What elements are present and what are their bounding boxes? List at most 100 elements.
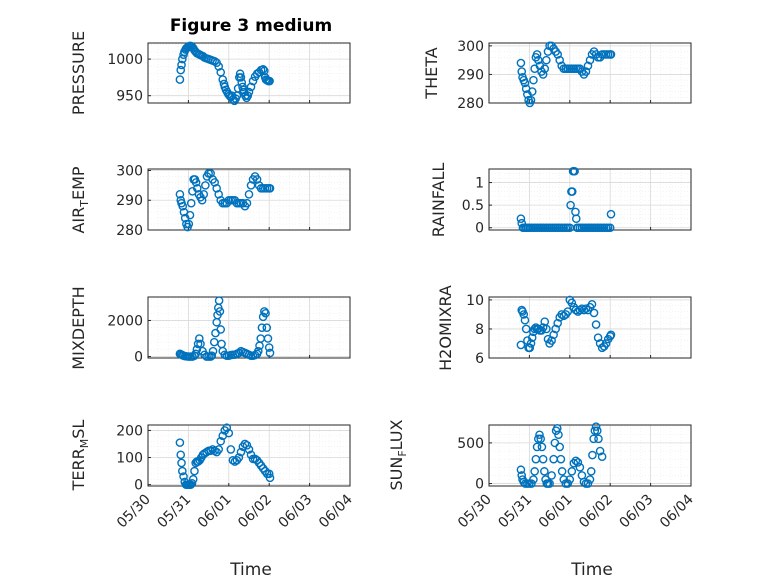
pressure-data-point xyxy=(175,75,185,84)
rainfall-data-point xyxy=(516,214,526,224)
mixdepth-data-point xyxy=(257,323,267,332)
terr_msl-data-point xyxy=(265,473,275,483)
sun_flux-data-point xyxy=(556,454,566,464)
sun_flux-data-point xyxy=(540,467,549,476)
sun_flux-data-point xyxy=(535,430,544,440)
h2omixra-axes-border xyxy=(488,296,692,359)
sun_flux-data-point xyxy=(530,467,539,476)
theta-ytick-label: 280 xyxy=(457,96,484,112)
terr_msl-data-point xyxy=(224,428,234,438)
pressure-data-point xyxy=(265,76,274,86)
sun_flux-data-point xyxy=(536,434,546,444)
subplot-mixdepth: MIXDEPTH 0 2000 xyxy=(69,286,351,370)
subplot-air-temp: AIRTEMP 280 290 300 xyxy=(69,163,351,239)
terr-msl-ylabel: TERRMSL xyxy=(69,420,91,492)
terr_msl-data-point xyxy=(188,474,198,484)
pressure-data-point xyxy=(177,60,186,70)
mixdepth-data-point xyxy=(260,307,269,316)
terr_msl-data-point xyxy=(190,466,199,476)
h2omixra-data-point xyxy=(516,340,526,350)
sun_flux-data-point xyxy=(516,465,526,475)
pressure-data-point xyxy=(236,73,246,82)
sun_flux-data-point xyxy=(532,442,542,452)
mixdepth-data-point xyxy=(253,346,263,356)
terr_msl-data-point xyxy=(178,466,187,476)
sun_flux-data-point xyxy=(597,452,607,462)
sun_flux-ytick-label: 500 xyxy=(457,436,484,452)
theta-ytick-label: 300 xyxy=(457,39,484,55)
terr_msl-ytick-label: 100 xyxy=(116,451,143,467)
sun_flux-data-point xyxy=(585,475,595,484)
mixdepth-data-point xyxy=(263,334,273,343)
mixdepth-data-point xyxy=(261,308,270,318)
h2omixra-data-point xyxy=(567,298,577,308)
air_temp-data-point xyxy=(244,189,254,199)
mixdepth-data-point xyxy=(265,348,275,358)
mixdepth-data-point xyxy=(215,307,225,316)
mixdepth-ylabel: MIXDEPTH xyxy=(69,286,88,369)
air_temp-data-point xyxy=(175,189,185,199)
subplot-rainfall: RAINFALL 0 0.5 1 xyxy=(429,163,692,238)
sun_flux-data-point xyxy=(537,442,547,452)
mixdepth-data-point xyxy=(264,343,274,352)
air_temp-data-point xyxy=(184,219,194,229)
h2omixra-data-point xyxy=(526,339,536,348)
subplot-pressure: Figure 3 medium PRESSURE 950 1000 xyxy=(69,16,351,115)
theta-data-point xyxy=(538,70,548,79)
air_temp-axes-border xyxy=(147,168,351,231)
rainfall-axes-border xyxy=(488,168,692,231)
h2omixra-data-point xyxy=(575,305,585,315)
sun_flux-data-point xyxy=(588,450,597,460)
sun_flux-data-point xyxy=(538,454,548,464)
terr_msl-ytick-label: 0 xyxy=(134,478,143,494)
pressure-data-point xyxy=(248,76,258,86)
sun_flux-data-point xyxy=(533,434,543,444)
terr_msl-data-point xyxy=(222,423,232,433)
sun_flux-data-point xyxy=(557,467,567,476)
terr_msl-data-point xyxy=(264,469,274,479)
theta-data-point xyxy=(527,87,537,96)
air_temp-ytick-label: 300 xyxy=(116,163,143,179)
rainfall-ytick-label: 0.5 xyxy=(462,198,484,214)
h2omixra-data-point xyxy=(521,324,531,334)
pressure-axes-border xyxy=(147,42,351,104)
sun_flux-data-point xyxy=(575,462,585,472)
sun_flux-data-point xyxy=(591,422,601,431)
theta-data-point xyxy=(516,58,526,68)
mixdepth-data-point xyxy=(234,348,244,358)
h2omixra-data-point xyxy=(593,333,603,342)
pressure-ylabel: PRESSURE xyxy=(69,31,88,115)
theta-data-point xyxy=(520,78,530,88)
sun_flux-data-point xyxy=(589,434,598,444)
mixdepth-data-point xyxy=(195,334,204,343)
rainfall-ylabel: RAINFALL xyxy=(429,163,448,238)
theta-data-point xyxy=(532,50,542,59)
mixdepth-data-point xyxy=(208,346,218,356)
subplot-theta: THETA 280 290 300 xyxy=(422,39,692,112)
mixdepth-data-point xyxy=(214,296,224,305)
sun_flux-data-point xyxy=(554,430,563,440)
rainfall-data-point xyxy=(567,187,577,196)
terr_msl-data-point xyxy=(242,441,252,450)
terr_msl-data-point xyxy=(179,472,188,481)
mixdepth-data-point xyxy=(216,325,226,334)
sun-flux-ylabel: SUNFLUX xyxy=(387,419,409,490)
air_temp-data-point xyxy=(242,198,252,208)
h2omixra-data-point xyxy=(589,308,599,318)
terr_msl-data-point xyxy=(187,478,197,488)
terr_msl-data-point xyxy=(175,438,185,447)
h2omixra-ytick-label: 10 xyxy=(466,293,484,309)
terr_msl-data-point xyxy=(226,445,236,454)
air_temp-data-point xyxy=(197,195,207,205)
theta-ylabel: THETA xyxy=(422,47,441,99)
h2omixra-data-point xyxy=(571,305,581,315)
sun_flux-data-point xyxy=(567,467,577,476)
theta-axes-border xyxy=(488,42,692,104)
sun-flux-xlabel: Time xyxy=(570,560,613,580)
theta-data-point xyxy=(533,55,543,65)
mixdepth-data-point xyxy=(207,351,217,360)
theta-data-point xyxy=(542,55,551,65)
sun_flux-data-point xyxy=(583,479,593,488)
theta-data-point xyxy=(606,50,616,59)
